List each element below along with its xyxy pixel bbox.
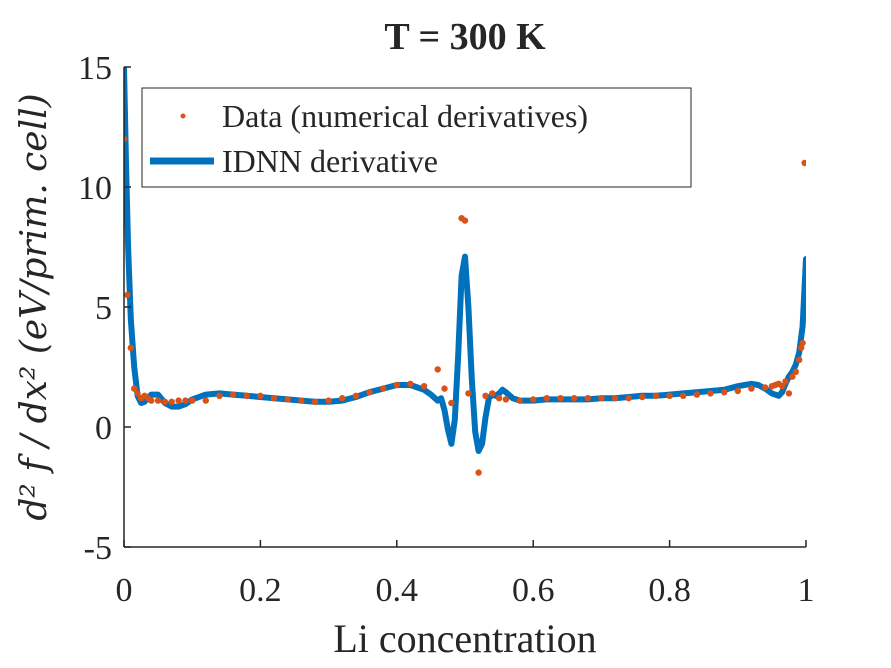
data-point [168, 398, 175, 405]
data-point [721, 389, 728, 396]
data-point [796, 356, 803, 363]
data-point [182, 397, 189, 404]
data-point [298, 397, 305, 404]
data-point [202, 397, 209, 404]
legend-marker-data [180, 113, 186, 119]
data-point [441, 385, 448, 392]
data-point [127, 344, 134, 351]
data-point [625, 395, 632, 402]
data-point [284, 396, 291, 403]
data-point [465, 390, 472, 397]
y-tick-label: 10 [78, 170, 112, 207]
x-tick-label: 0.8 [648, 572, 691, 609]
data-point [482, 392, 489, 399]
data-point [611, 395, 619, 402]
chart-title: T = 300 K [384, 16, 546, 58]
data-point [134, 390, 141, 397]
data-point [570, 395, 578, 402]
data-point [475, 469, 482, 476]
data-point [516, 397, 523, 404]
data-point [734, 387, 741, 395]
data-point [489, 390, 496, 397]
legend-label-idnn: IDNN derivative [222, 143, 438, 179]
data-point [420, 383, 428, 390]
data-point [311, 398, 319, 405]
data-point [789, 373, 796, 380]
x-ticks: 0 0.2 0.4 0.6 0.8 1 [116, 540, 815, 609]
data-point [393, 381, 400, 389]
x-axis-label: Li concentration [333, 616, 596, 661]
y-axis-label: d² f / dx² (eV/prim. cell) [14, 93, 55, 520]
data-point [639, 393, 646, 401]
data-point [189, 397, 196, 404]
data-point [748, 385, 755, 392]
data-point [131, 385, 138, 392]
data-point [366, 389, 373, 396]
data-point [707, 390, 714, 397]
data-point [530, 396, 537, 403]
legend-box [141, 87, 692, 188]
y-tick-label: 5 [95, 290, 112, 327]
data-point [154, 397, 162, 404]
data-point [161, 398, 169, 405]
data-point [257, 392, 264, 399]
data-point [801, 159, 806, 167]
data-point [557, 395, 564, 402]
data-point [461, 217, 469, 224]
x-tick-label: 0 [116, 572, 133, 609]
data-point [782, 378, 789, 385]
data-point [339, 395, 346, 402]
x-tick-label: 0.6 [512, 572, 555, 609]
data-point [785, 390, 793, 397]
data-point [243, 392, 250, 399]
data-point [584, 395, 591, 402]
data-point [761, 384, 769, 391]
data-point [448, 399, 455, 407]
y-tick-label: 0 [95, 410, 112, 447]
y-tick-label: -5 [84, 530, 112, 567]
data-point [792, 368, 799, 375]
plot-area [124, 67, 806, 476]
data-point [798, 344, 805, 351]
data-point [652, 392, 660, 399]
data-point [543, 395, 550, 402]
legend: Data (numerical derivatives) IDNN deriva… [141, 87, 692, 188]
data-point [799, 339, 806, 347]
data-point [693, 391, 701, 398]
data-point [175, 397, 182, 404]
data-point [434, 366, 441, 373]
data-point [124, 135, 128, 143]
data-point [325, 397, 332, 404]
x-tick-label: 0.4 [376, 572, 419, 609]
legend-label-data: Data (numerical derivatives) [222, 98, 588, 134]
data-point [680, 392, 687, 399]
data-point [502, 396, 510, 403]
data-point [270, 395, 278, 402]
data-point [124, 291, 131, 299]
data-point [352, 392, 360, 399]
data-point [666, 392, 673, 399]
data-point [229, 391, 237, 398]
data-point [598, 395, 605, 402]
data-point [407, 380, 414, 387]
data-point [495, 395, 503, 402]
data-point [380, 385, 387, 392]
data-point [148, 397, 155, 404]
data-point [216, 392, 223, 399]
x-tick-label: 1 [798, 572, 815, 609]
y-tick-label: 15 [78, 50, 112, 87]
x-tick-label: 0.2 [239, 572, 282, 609]
y-ticks: -5 0 5 10 15 [78, 50, 131, 567]
data-point [778, 383, 786, 390]
